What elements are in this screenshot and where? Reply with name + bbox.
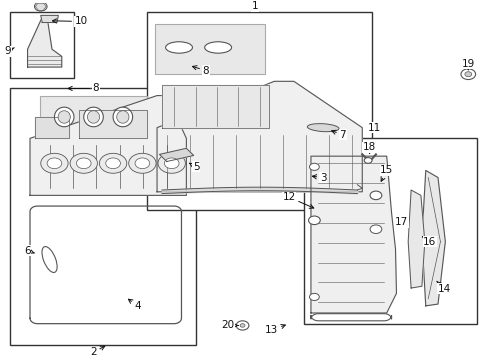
Text: 8: 8 bbox=[193, 66, 209, 76]
Text: 13: 13 bbox=[265, 324, 285, 335]
Circle shape bbox=[129, 153, 156, 173]
Circle shape bbox=[164, 158, 179, 168]
Ellipse shape bbox=[87, 111, 99, 123]
Bar bbox=[147, 12, 372, 210]
Text: 18: 18 bbox=[363, 142, 376, 153]
Polygon shape bbox=[311, 156, 396, 313]
Polygon shape bbox=[79, 110, 147, 138]
Polygon shape bbox=[422, 170, 445, 306]
Ellipse shape bbox=[54, 107, 74, 127]
Text: 2: 2 bbox=[90, 346, 105, 357]
Ellipse shape bbox=[166, 42, 193, 53]
Text: 8: 8 bbox=[68, 84, 99, 94]
Ellipse shape bbox=[307, 123, 339, 132]
Bar bbox=[10, 89, 196, 345]
Circle shape bbox=[310, 163, 319, 170]
Polygon shape bbox=[41, 15, 58, 23]
Text: 9: 9 bbox=[5, 46, 14, 56]
Polygon shape bbox=[162, 85, 270, 128]
Circle shape bbox=[76, 158, 91, 168]
Text: 4: 4 bbox=[128, 299, 141, 311]
Text: 14: 14 bbox=[437, 281, 451, 294]
Text: 12: 12 bbox=[282, 192, 314, 208]
Text: 19: 19 bbox=[462, 59, 475, 69]
Circle shape bbox=[135, 158, 150, 168]
Text: 17: 17 bbox=[395, 217, 408, 227]
Circle shape bbox=[461, 69, 476, 80]
Circle shape bbox=[370, 191, 382, 200]
Text: 20: 20 bbox=[221, 320, 238, 330]
Bar bbox=[155, 24, 265, 74]
Text: 5: 5 bbox=[190, 162, 199, 172]
Circle shape bbox=[364, 158, 372, 163]
Text: 11: 11 bbox=[368, 123, 381, 132]
Text: 6: 6 bbox=[24, 246, 34, 256]
Polygon shape bbox=[35, 117, 69, 138]
Ellipse shape bbox=[117, 111, 129, 123]
Text: 1: 1 bbox=[251, 1, 258, 12]
Text: 7: 7 bbox=[332, 130, 346, 140]
Ellipse shape bbox=[205, 42, 232, 53]
Circle shape bbox=[34, 2, 47, 11]
Circle shape bbox=[158, 153, 185, 173]
Ellipse shape bbox=[42, 247, 57, 273]
Circle shape bbox=[106, 158, 121, 168]
Circle shape bbox=[236, 321, 249, 330]
Circle shape bbox=[47, 158, 62, 168]
Text: 16: 16 bbox=[422, 237, 436, 247]
Ellipse shape bbox=[58, 111, 71, 123]
Circle shape bbox=[99, 153, 127, 173]
Polygon shape bbox=[159, 148, 194, 162]
Circle shape bbox=[310, 293, 319, 301]
Bar bbox=[304, 138, 477, 324]
Text: 3: 3 bbox=[312, 172, 326, 183]
Polygon shape bbox=[408, 190, 425, 288]
Circle shape bbox=[370, 225, 382, 234]
Ellipse shape bbox=[84, 107, 103, 127]
Bar bbox=[40, 96, 147, 138]
Polygon shape bbox=[157, 81, 362, 192]
Text: 15: 15 bbox=[380, 166, 393, 181]
Ellipse shape bbox=[113, 107, 133, 127]
Circle shape bbox=[41, 153, 68, 173]
Polygon shape bbox=[27, 17, 62, 67]
Circle shape bbox=[240, 324, 245, 327]
Bar bbox=[10, 12, 74, 78]
Circle shape bbox=[465, 72, 472, 77]
Circle shape bbox=[70, 153, 98, 173]
Polygon shape bbox=[30, 96, 186, 195]
Text: 10: 10 bbox=[52, 17, 88, 26]
Circle shape bbox=[309, 216, 320, 225]
Circle shape bbox=[310, 217, 319, 224]
